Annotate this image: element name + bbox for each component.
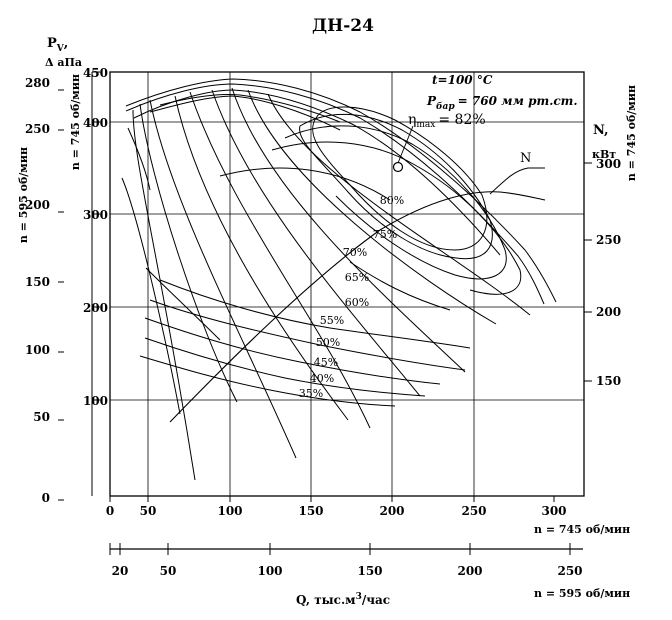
pressure-value: = 760 мм рт.ст. [458, 94, 578, 108]
eta-max-leader [397, 125, 414, 164]
pv-symbol: P [47, 36, 57, 51]
envelope-curve-4 [159, 93, 341, 123]
pressure-subscript: бар [436, 101, 455, 112]
y745-tick-label: 400 [83, 116, 108, 130]
blade-curve-2 [149, 99, 297, 459]
blade-curve-8 [267, 93, 531, 316]
power-curve-label: N [520, 151, 531, 166]
y745-tick-label: 450 [83, 66, 108, 80]
x745-tick-label: 50 [140, 504, 157, 518]
x745-rpm-label: n = 745 об/мин [534, 523, 630, 536]
x595-tick-labels: 20 50 100 150 200 250 [112, 564, 583, 578]
y595-tick-label: 100 [25, 343, 50, 357]
y745-tick-label: 100 [83, 394, 108, 408]
pressure-symbol: P [426, 94, 437, 108]
envelope-curve-0 [125, 78, 557, 303]
efficiency-contour-4 [219, 167, 391, 201]
temperature-note: t=100 °C [432, 73, 493, 87]
pv-axis-title: PV, [47, 36, 68, 54]
x595-tick-label: 20 [112, 564, 129, 578]
efficiency-contour-0 [312, 106, 488, 251]
efficiency-label: 55% [320, 314, 344, 327]
blade-curve-1 [139, 103, 238, 403]
y595-rpm-label: n = 595 об/мин [17, 147, 30, 243]
right-rpm-label: n = 745 об/мин [625, 85, 638, 181]
chart-title: ДН-24 [312, 16, 374, 36]
x595-tick-label: 200 [457, 564, 482, 578]
n-axis-title: N, [593, 123, 609, 138]
efficiency-label: 75% [373, 228, 397, 241]
blade-curve-0 [132, 109, 196, 481]
envelope-curve-1 [125, 83, 545, 305]
n-tick-label: 300 [596, 157, 621, 171]
x745-tick-label: 0 [106, 504, 114, 518]
y595-tick-label: 150 [25, 275, 50, 289]
n-tick-label: 250 [596, 233, 621, 247]
blade-curve-6 [231, 87, 466, 373]
blade-curve-7 [247, 89, 497, 325]
eta-subscript: max [416, 120, 435, 130]
x595-tick-label: 250 [557, 564, 582, 578]
efficiency-contour-2 [284, 125, 507, 280]
n-tick-label: 150 [596, 374, 621, 388]
eta-symbol: η [408, 112, 416, 128]
pv-unit: Δ аПа [45, 56, 82, 69]
x-axis-title: Q, тыс.м3/час [296, 592, 390, 607]
efficiency-label: 70% [343, 246, 367, 259]
x-title-superscript: 3 [356, 592, 362, 602]
pressure-note: Pбар = 760 мм рт.ст. [426, 94, 578, 112]
efficiency-contour-8 [144, 317, 441, 385]
pv-comma: , [64, 36, 69, 51]
y595-tick-label: 0 [42, 491, 50, 505]
blade-curve-4 [189, 91, 371, 429]
x745-tick-label: 150 [298, 504, 323, 518]
blade-curve-11 [127, 127, 151, 191]
efficiency-contour-10 [139, 355, 396, 407]
blade-curve-9 [121, 177, 181, 415]
y745-tick-labels: 100 200 300 400 450 [83, 66, 108, 408]
y745-tick-label: 300 [83, 208, 108, 222]
x745-tick-label: 100 [217, 504, 242, 518]
y595-tick-label: 280 [25, 76, 50, 90]
y595-tick-labels: 0 50 100 150 200 250 280 [25, 76, 50, 505]
y595-tick-label: 200 [25, 198, 50, 212]
eta-max-point [392, 161, 404, 173]
y595-tick-label: 250 [25, 122, 50, 136]
pv-subscript: V [56, 44, 65, 54]
blade-curve-10 [145, 267, 221, 341]
chart-geometry [58, 71, 592, 555]
efficiency-contour-1 [299, 113, 493, 260]
n-tick-label: 200 [596, 305, 621, 319]
x595-tick-label: 150 [357, 564, 382, 578]
y745-rpm-label: n = 745 об/мин [69, 74, 82, 170]
efficiency-contour-5 [349, 261, 451, 311]
x595-tick-label: 50 [160, 564, 177, 578]
x-title-main: Q, тыс.м [296, 593, 356, 607]
efficiency-contour-9 [144, 337, 426, 397]
efficiency-contour-6 [159, 279, 471, 349]
blade-curve-5 [211, 89, 421, 397]
x595-tick-label: 100 [257, 564, 282, 578]
y595-tick-label: 50 [33, 410, 50, 424]
n-axis-unit: кВт [592, 148, 616, 161]
blade-curve-3 [174, 95, 349, 421]
x745-tick-label: 200 [379, 504, 404, 518]
y745-tick-label: 200 [83, 301, 108, 315]
x745-tick-label: 250 [461, 504, 486, 518]
plot-frame [109, 71, 585, 497]
x745-tick-labels: 0 50 100 150 200 250 300 [106, 504, 567, 518]
efficiency-label: 60% [345, 296, 369, 309]
power-curve-leader [489, 167, 545, 195]
efficiency-contour-7 [149, 299, 466, 371]
x595-rpm-label: n = 595 об/мин [534, 587, 630, 600]
efficiency-label: 40% [310, 372, 334, 385]
power-curve [169, 191, 546, 423]
eta-value: = 82% [438, 112, 485, 128]
n-tick-labels: 150 200 250 300 [596, 157, 621, 388]
x745-tick-label: 300 [541, 504, 566, 518]
envelope-curve-2 [133, 89, 501, 256]
x-title-rest: /час [362, 593, 390, 607]
